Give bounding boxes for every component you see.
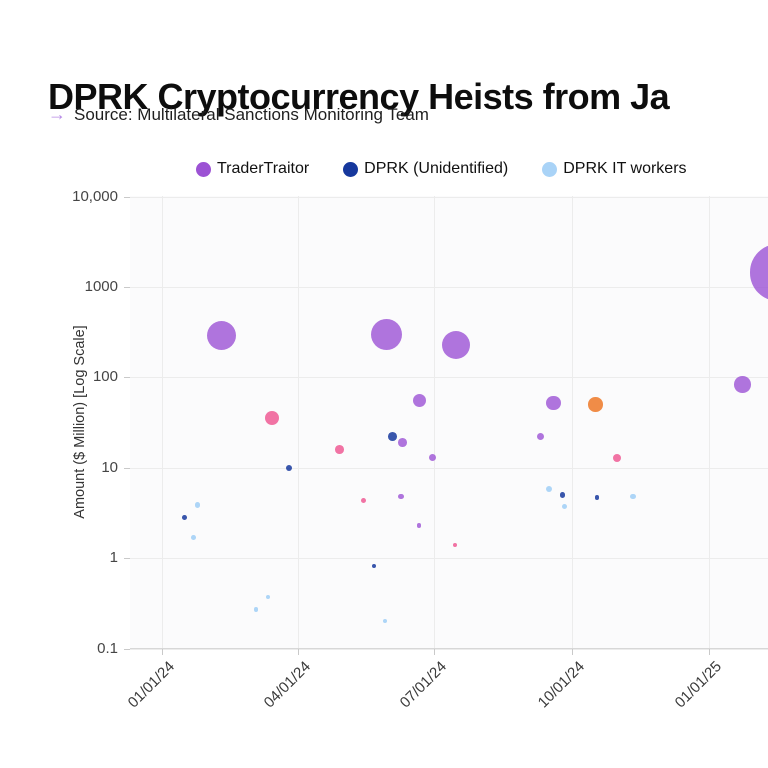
y-tick-mark (124, 648, 130, 650)
y-tick-label: 100 (92, 368, 118, 386)
bubble-tradertraitor[interactable] (733, 376, 751, 393)
x-tick-mark (709, 649, 711, 655)
x-gridline (709, 196, 711, 648)
y-tick-label: 1 (109, 549, 118, 567)
bubble-tradertraitor[interactable] (546, 395, 561, 411)
bubble-ee5b94[interactable] (452, 543, 457, 547)
x-tick-label: 07/01/24 (396, 658, 451, 712)
bubble-dprk-it-workers[interactable] (546, 485, 553, 492)
y-tick-mark (124, 467, 130, 469)
bubble-dprk-it-workers[interactable] (561, 504, 567, 510)
x-tick-label: 10/01/24 (534, 658, 588, 712)
bubble-dprk-unidentified-[interactable] (371, 563, 377, 569)
bubble-dprk-it-workers[interactable] (190, 534, 196, 540)
bubble-tradertraitor[interactable] (749, 244, 768, 301)
page-title: DPRK Cryptocurrency Heists from Ja (48, 76, 670, 118)
y-axis-title: Amount ($ Million) [Log Scale] (72, 325, 88, 519)
bubble-dprk-it-workers[interactable] (265, 595, 271, 600)
y-tick-mark (124, 377, 130, 379)
y-tick-mark (124, 558, 130, 560)
y-gridline (130, 558, 768, 560)
bubble-tradertraitor[interactable] (412, 394, 426, 408)
source-note: → Source: Multilateral Sanctions Monitor… (48, 104, 429, 125)
bubble-dprk-it-workers[interactable] (382, 619, 387, 624)
x-tick-mark (297, 649, 299, 655)
bubble-dprk-it-workers[interactable] (630, 494, 636, 500)
bubble-ee5b94[interactable] (361, 498, 367, 504)
bubble-tradertraitor[interactable] (398, 438, 407, 447)
bubble-ee5b94[interactable] (335, 445, 345, 454)
x-gridline (161, 196, 163, 648)
x-tick-label: 04/01/24 (260, 658, 314, 712)
bubble-tradertraitor[interactable] (536, 433, 544, 441)
x-tick-mark (161, 649, 163, 655)
bubble-dprk-unidentified-[interactable] (387, 432, 397, 442)
legend-dot-icon (343, 161, 359, 177)
bubble-ee5b94[interactable] (265, 410, 280, 425)
y-gridline (130, 196, 768, 198)
bubble-tradertraitor[interactable] (442, 330, 471, 359)
bubble-dprk-unidentified-[interactable] (594, 495, 600, 500)
y-tick-label: 10 (101, 458, 118, 476)
bubble-dprk-it-workers[interactable] (194, 501, 201, 508)
y-gridline (130, 467, 768, 469)
plot-area (130, 196, 768, 649)
x-gridline (434, 196, 435, 648)
legend-item-dprk-it-workers[interactable]: DPRK IT workers (542, 160, 687, 178)
bubble-dprk-unidentified-[interactable] (285, 464, 292, 471)
x-gridline (571, 196, 573, 648)
bubble-dprk-unidentified-[interactable] (181, 515, 187, 521)
bubble-tradertraitor[interactable] (370, 318, 402, 350)
x-tick-mark (571, 649, 573, 655)
y-tick-label: 10,000 (72, 187, 118, 205)
x-axis-line (130, 648, 768, 649)
legend: TraderTraitor DPRK (Unidentified) DPRK IT … (196, 160, 687, 178)
legend-item-label: DPRK (Unidentified) (364, 160, 509, 177)
bubble-dprk-unidentified-[interactable] (559, 492, 566, 498)
legend-item-tradertraitor[interactable]: TraderTraitor (196, 160, 309, 178)
y-tick-label: 1000 (84, 278, 118, 296)
y-gridline (130, 377, 768, 379)
legend-item-label: DPRK IT workers (563, 160, 687, 177)
y-tick-label: 0.1 (97, 639, 118, 657)
y-gridline (130, 287, 768, 289)
x-tick-label: 01/01/24 (124, 658, 178, 712)
x-gridline (297, 196, 299, 648)
bubble-dprk-it-workers[interactable] (253, 607, 259, 612)
arrow-icon: → (48, 104, 66, 124)
legend-item-dprk-unidentified-[interactable]: DPRK (Unidentified) (343, 160, 508, 178)
x-tick-mark (434, 649, 435, 655)
bubble-tradertraitor[interactable] (207, 321, 237, 351)
bubble-tradertraitor[interactable] (416, 523, 422, 528)
bubble-tradertraitor[interactable] (398, 493, 404, 500)
y-gridline (130, 648, 768, 650)
legend-dot-icon (196, 161, 211, 177)
bubble-ee7f33[interactable] (588, 397, 603, 412)
bubble-tradertraitor[interactable] (428, 453, 437, 462)
y-tick-mark (124, 287, 130, 289)
source-text: Source: Multilateral Sanctions Monitorin… (74, 104, 429, 124)
x-tick-label: 01/01/25 (672, 658, 726, 712)
y-tick-mark (124, 196, 130, 198)
legend-dot-icon (542, 161, 558, 177)
bubble-ee5b94[interactable] (612, 453, 621, 462)
legend-item-label: TraderTraitor (217, 160, 310, 177)
